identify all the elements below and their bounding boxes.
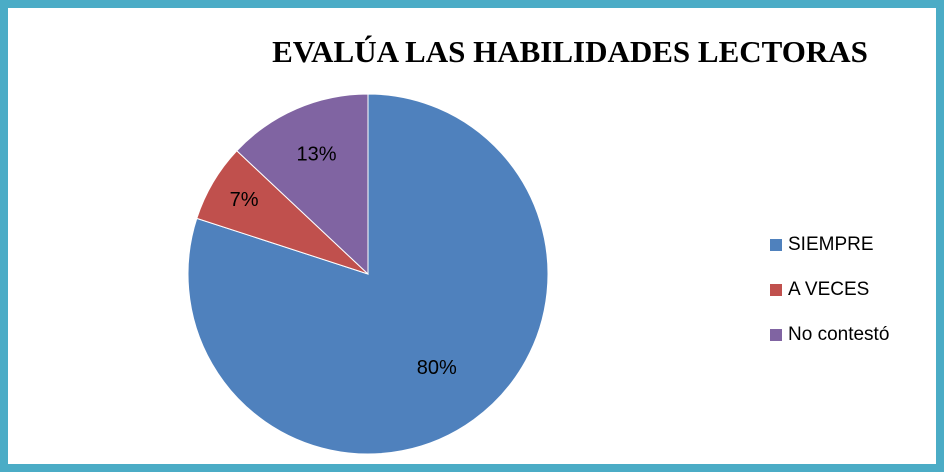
legend-label-no-contesto: No contestó — [788, 323, 890, 345]
legend-label-siempre: SIEMPRE — [788, 233, 874, 255]
pie-slice-siempre — [187, 93, 549, 455]
legend-item-siempre: SIEMPRE — [770, 222, 889, 267]
pie-label-no-contesto: 13% — [297, 143, 337, 165]
pie-labels: 80% 7% 13% — [230, 143, 457, 379]
chart-title: EVALÚA LAS HABILIDADES LECTORAS — [272, 34, 868, 69]
legend-label-a-veces: A VECES — [788, 278, 870, 300]
legend-swatch-siempre — [770, 238, 782, 251]
pie-label-a-veces: 7% — [230, 189, 259, 211]
pie-label-siempre: 80% — [417, 357, 457, 379]
legend-item-a-veces: A VECES — [770, 267, 889, 312]
legend-swatch-a-veces — [770, 283, 782, 296]
pie-slices — [187, 93, 549, 455]
legend: SIEMPRE A VECES No contestó — [770, 222, 889, 357]
legend-swatch-no-contesto — [770, 328, 782, 341]
pie-slice-no-contesto — [236, 93, 369, 276]
legend-item-no-contesto: No contestó — [770, 312, 889, 357]
